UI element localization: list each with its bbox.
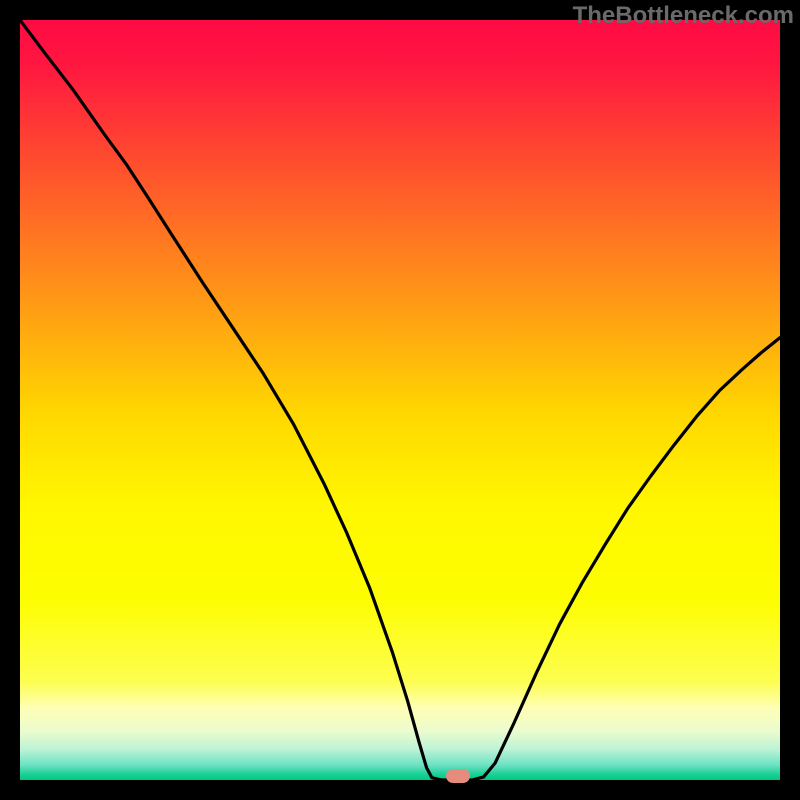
plot-area [20,20,780,780]
chart-stage: TheBottleneck.com [0,0,800,800]
optimal-marker [446,769,470,783]
attribution-text: TheBottleneck.com [573,2,794,30]
gradient-background [20,20,780,780]
